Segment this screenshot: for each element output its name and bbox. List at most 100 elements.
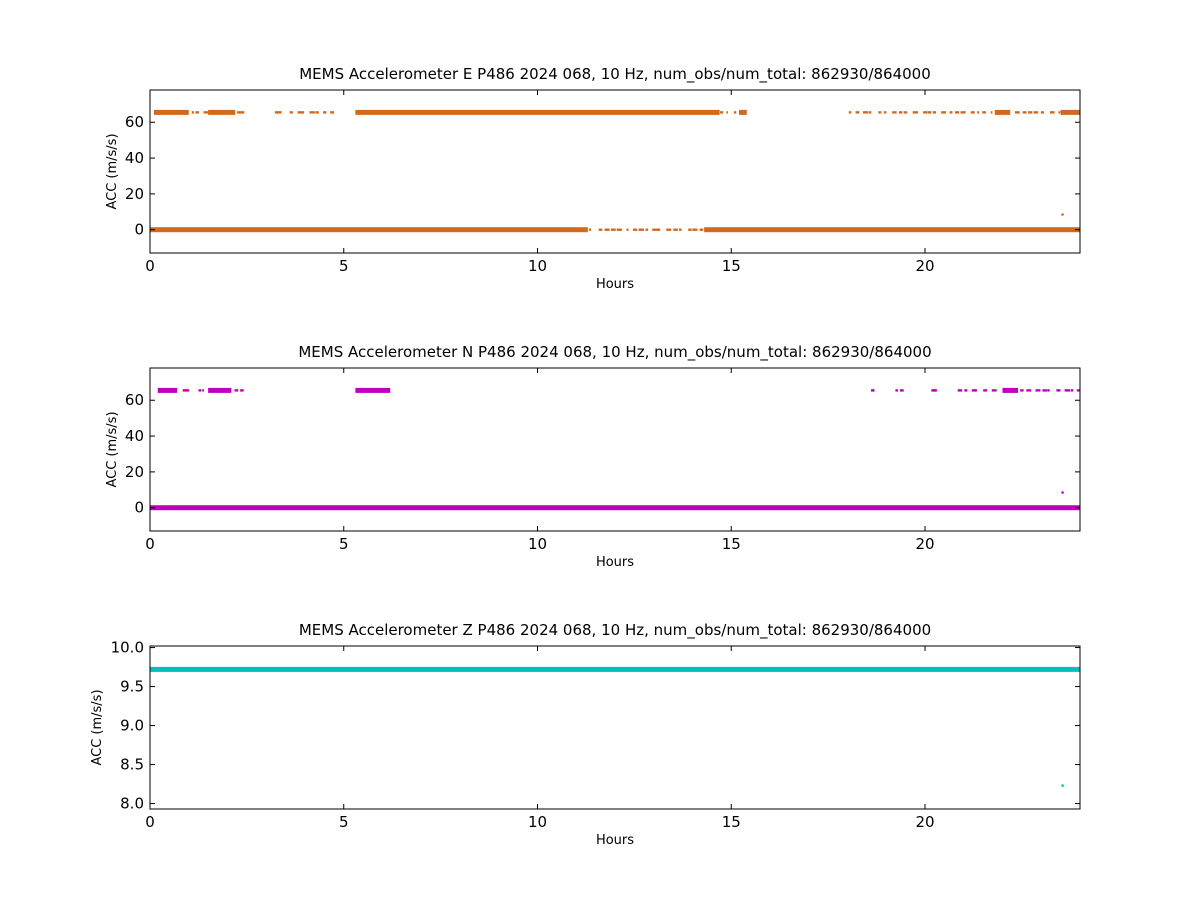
sparse-data-point (315, 111, 319, 114)
sparse-data-point (990, 111, 993, 114)
data-series-0 (150, 227, 1080, 233)
x-tick-label: 15 (722, 535, 741, 553)
sparse-data-point (692, 228, 698, 231)
dense-data-band (704, 227, 1080, 233)
chart-title: MEMS Accelerometer N P486 2024 068, 10 H… (298, 343, 931, 362)
sparse-data-point (912, 111, 919, 114)
sparse-data-point (1070, 389, 1074, 392)
dense-data-band (355, 109, 720, 115)
x-tick-label: 10 (528, 257, 547, 275)
sparse-data-point (588, 228, 592, 231)
sparse-data-point (971, 389, 977, 392)
sparse-data-point (733, 111, 737, 114)
x-tick-label: 15 (722, 257, 741, 275)
axes-frame (149, 367, 1081, 532)
outlier-point (1061, 213, 1064, 216)
sparse-data-point (278, 111, 282, 114)
y-axis-label: ACC (m/s/s) (90, 689, 105, 765)
x-tick-label: 0 (145, 813, 155, 831)
chart-title: MEMS Accelerometer Z P486 2024 068, 10 H… (299, 621, 931, 640)
sparse-data-point (1020, 389, 1024, 392)
x-tick-label: 0 (145, 257, 155, 275)
sparse-data-point (198, 389, 202, 392)
y-tick-label: 0 (134, 221, 144, 239)
sparse-data-point (726, 111, 728, 114)
data-layer (150, 387, 1080, 511)
sparse-data-point (878, 111, 882, 114)
sparse-data-point (274, 111, 279, 114)
sparse-data-point (982, 111, 986, 114)
x-tick-label: 10 (528, 535, 547, 553)
sparse-data-point (616, 228, 622, 231)
x-tick-label: 15 (722, 813, 741, 831)
y-tick-label: 40 (125, 149, 144, 167)
sparse-data-point (638, 228, 644, 231)
sparse-data-point (1040, 111, 1044, 114)
sparse-data-point (191, 111, 195, 114)
sparse-data-point (923, 111, 928, 114)
y-tick-label: 10.0 (111, 639, 144, 657)
x-tick-label: 5 (339, 535, 349, 553)
data-series-0 (150, 666, 1080, 672)
sparse-data-point (991, 389, 997, 392)
sparse-data-point (1035, 389, 1041, 392)
sparse-data-point (297, 111, 302, 114)
sparse-data-point (895, 389, 899, 392)
data-layer (150, 666, 1080, 787)
sparse-data-point (666, 228, 672, 231)
sparse-data-point (1047, 389, 1050, 392)
sparse-data-point (688, 228, 692, 231)
sparse-data-point (954, 111, 960, 114)
chart-title: MEMS Accelerometer E P486 2024 068, 10 H… (299, 65, 931, 84)
sparse-data-point (652, 228, 658, 231)
data-series-2 (1061, 213, 1064, 216)
dense-data-band (150, 227, 588, 233)
sparse-data-point (240, 111, 245, 114)
sparse-data-point (862, 111, 869, 114)
sparse-data-point (957, 389, 963, 392)
sparse-data-point (301, 111, 305, 114)
dense-data-band (153, 109, 189, 115)
sparse-data-point (699, 228, 704, 231)
x-tick-label: 20 (915, 813, 934, 831)
y-tick-label: 20 (125, 463, 144, 481)
sparse-data-point (645, 228, 649, 231)
data-series-1 (157, 387, 1080, 393)
dense-data-band (355, 387, 391, 393)
sparse-data-point (870, 389, 875, 392)
chart-panel-n: MEMS Accelerometer N P486 2024 068, 10 H… (105, 343, 1081, 570)
sparse-data-point (289, 111, 293, 114)
sparse-data-point (1022, 111, 1027, 114)
sparse-data-point (1049, 111, 1055, 114)
x-tick-label: 20 (915, 535, 934, 553)
sparse-data-point (949, 111, 953, 114)
x-axis-label: Hours (596, 277, 634, 292)
y-axis-label: ACC (m/s/s) (105, 411, 120, 487)
x-axis-label: Hours (596, 833, 634, 848)
sparse-data-point (1028, 111, 1033, 114)
x-axis-label: Hours (596, 555, 634, 570)
sparse-data-point (1064, 389, 1071, 392)
sparse-data-point (855, 111, 860, 114)
data-layer (150, 109, 1080, 233)
x-tick-label: 10 (528, 813, 547, 831)
dense-data-band (1060, 109, 1080, 115)
axes-frame (149, 89, 1081, 254)
dense-data-band (994, 109, 1011, 115)
dense-data-band (150, 666, 1080, 672)
sparse-data-point (633, 228, 638, 231)
sparse-data-point (1076, 389, 1080, 392)
sparse-data-point (240, 389, 244, 392)
sparse-data-point (872, 389, 875, 392)
sparse-data-point (977, 111, 979, 114)
y-tick-label: 20 (125, 185, 144, 203)
dense-data-band (1002, 387, 1018, 393)
sparse-data-point (1033, 111, 1039, 114)
y-axis-label: ACC (m/s/s) (105, 133, 120, 209)
sparse-data-point (848, 111, 852, 114)
data-series-1 (153, 109, 1080, 115)
sparse-data-point (868, 111, 872, 114)
sparse-data-point (203, 111, 209, 114)
data-series-2 (1061, 491, 1064, 494)
sparse-data-point (927, 111, 932, 114)
